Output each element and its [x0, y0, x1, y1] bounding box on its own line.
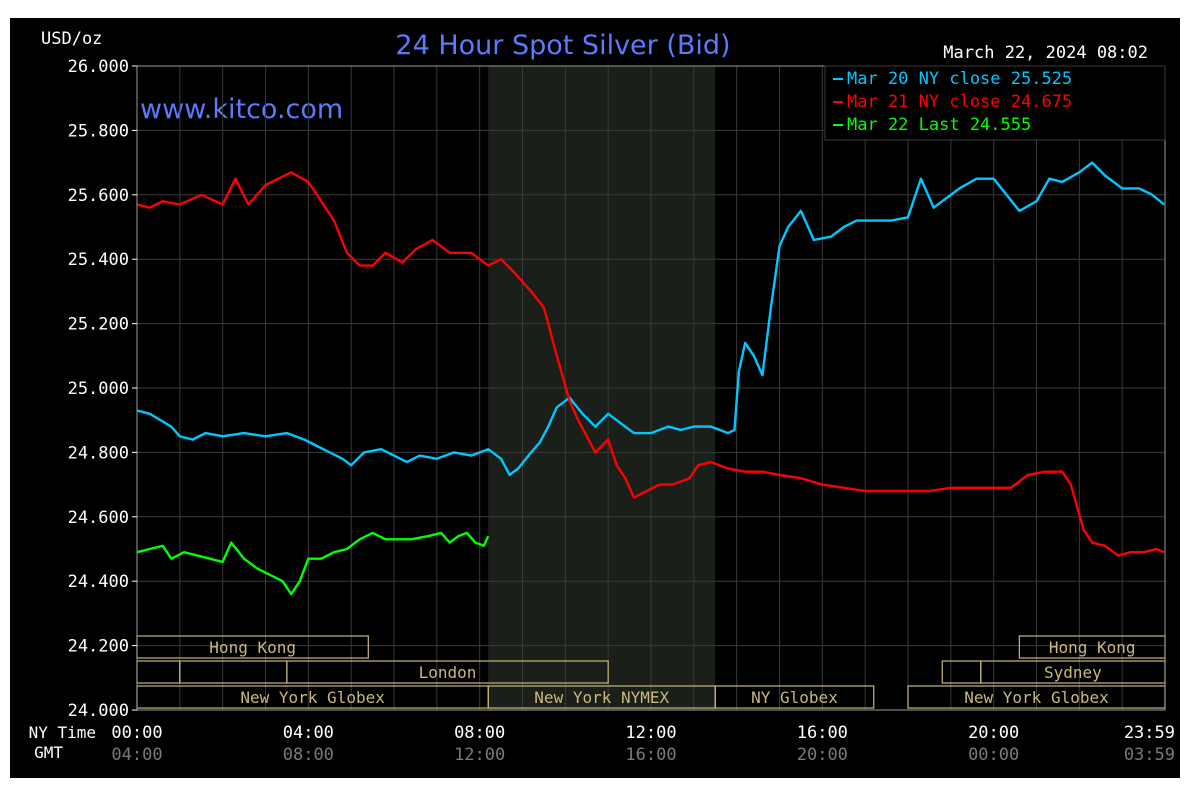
- x-tick-label-gmt: 04:00: [111, 745, 162, 765]
- session-label: Sydney: [1044, 663, 1102, 682]
- series-line-2: [136, 531, 490, 596]
- x-tick-label-gmt: 16:00: [625, 745, 676, 765]
- y-tick-label: 24.200: [68, 637, 129, 657]
- session-box: [136, 660, 181, 684]
- chart-frame: 24 Hour Spot Silver (Bid) USD/oz March 2…: [10, 18, 1180, 778]
- chart-title: 24 Hour Spot Silver (Bid): [395, 30, 730, 61]
- session-label: New York Globex: [964, 688, 1109, 707]
- x-tick-label-ny: 12:00: [625, 723, 676, 743]
- y-tick-label: 25.200: [68, 315, 129, 335]
- y-tick-label: 25.800: [68, 121, 129, 141]
- session-label: Hong Kong: [1049, 638, 1136, 657]
- session-label: London: [419, 663, 477, 682]
- x-tick-label-ny: 23:59: [1124, 723, 1175, 743]
- y-tick-label: 25.400: [68, 250, 129, 270]
- legend-box: [824, 65, 1166, 141]
- session-label: New York Globex: [240, 688, 385, 707]
- session-box: [179, 660, 288, 684]
- unit-label: USD/oz: [41, 29, 102, 49]
- legend-entry-2: Mar 22 Last 24.555: [847, 115, 1031, 135]
- x-tick-label-ny: 00:00: [111, 723, 162, 743]
- x-tick-label-gmt: 20:00: [797, 745, 848, 765]
- session-label: NY Globex: [751, 688, 838, 707]
- x-tick-label-gmt: 12:00: [454, 745, 505, 765]
- session-label: Hong Kong: [209, 638, 296, 657]
- series-line-1: [136, 171, 1165, 557]
- session-box: [714, 685, 875, 709]
- session-box: [941, 660, 982, 684]
- y-tick-label: 26.000: [68, 57, 129, 77]
- legend-entry-1: Mar 21 NY close 24.675: [847, 92, 1072, 112]
- series-line-0: [136, 161, 1165, 477]
- x-row-label-gmt: GMT: [34, 743, 63, 762]
- watermark-text: www.kitco.com: [140, 94, 343, 125]
- x-tick-label-ny: 20:00: [968, 723, 1019, 743]
- x-tick-label-ny: 16:00: [797, 723, 848, 743]
- session-label: New York NYMEX: [534, 688, 669, 707]
- x-tick-label-ny: 08:00: [454, 723, 505, 743]
- y-tick-label: 25.000: [68, 379, 129, 399]
- x-tick-label-gmt: 00:00: [968, 745, 1019, 765]
- y-tick-label: 25.600: [68, 186, 129, 206]
- y-tick-label: 24.000: [68, 701, 129, 721]
- timestamp: March 22, 2024 08:02: [943, 43, 1148, 63]
- x-tick-label-ny: 04:00: [283, 723, 334, 743]
- y-tick-label: 24.600: [68, 508, 129, 528]
- legend-entry-0: Mar 20 NY close 25.525: [847, 69, 1072, 89]
- y-tick-label: 24.800: [68, 443, 129, 463]
- x-tick-label-gmt: 08:00: [283, 745, 334, 765]
- x-tick-label-gmt: 03:59: [1124, 745, 1175, 765]
- chart-svg: 24 Hour Spot Silver (Bid) USD/oz March 2…: [29, 29, 1175, 765]
- x-row-label-ny: NY Time: [29, 723, 96, 742]
- y-tick-label: 24.400: [68, 572, 129, 592]
- session-box: [286, 660, 609, 684]
